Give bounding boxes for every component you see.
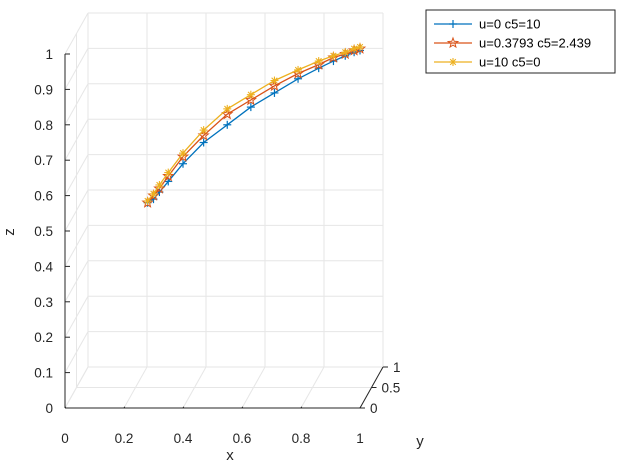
axes [64,53,388,409]
z-tick-label: 0.2 [34,330,53,345]
series-line [147,46,361,202]
data-point-asterisk [356,42,364,51]
data-point-plus [246,103,255,112]
data-point-asterisk [270,76,279,85]
x-tick-mark [182,406,185,409]
tick-labels: 0 0.2 0.4 0.6 0.8 100.5100.10.20.30.40.50.60.… [34,47,400,446]
data-point-plus [199,138,208,147]
data-point-asterisk [449,58,457,66]
data-point-star [446,36,460,49]
legend-label: u=10 c5=0 [479,55,540,70]
x-tick-label: 0.8 [292,431,311,446]
legend-entries: u=0 c5=10 u=0.3793 c5=2.439 u=10 c5=0 [434,17,591,70]
legend-entry: u=0 c5=10 [434,17,540,32]
x-tick-label: 0 [61,431,69,446]
legend-entry: u=10 c5=0 [434,55,540,70]
grid [64,12,384,409]
data-point-asterisk [149,189,158,198]
series-plus [143,46,364,207]
data-point-asterisk [246,90,255,99]
x-axis-label: x [226,447,234,464]
z-tick-label: 0 [45,401,53,416]
data-point-plus [223,120,232,129]
x-tick-label: 0.6 [233,431,252,446]
series-line [147,48,361,204]
z-tick-label: 0.5 [34,224,53,239]
z-tick-label: 0.4 [34,259,53,274]
z-tick-label: 0.1 [34,366,53,381]
series-asterisk [143,42,364,205]
series-line [147,49,361,204]
data-point-asterisk [143,196,152,205]
z-tick-label: 0.8 [34,118,53,133]
data-point-asterisk [314,57,323,66]
legend: u=0 c5=10 u=0.3793 c5=2.439 u=10 c5=0 [425,9,616,74]
data-point-asterisk [179,149,187,158]
x-tick-mark [123,406,126,409]
data-point-asterisk [294,65,303,74]
data-point-asterisk [164,168,173,177]
x-tick-mark [241,406,244,409]
y-tick-label: 0.5 [382,381,401,396]
data-point-asterisk [329,51,338,60]
data-point-star [162,169,175,182]
z-tick-label: 1 [45,47,53,62]
data-point-asterisk [223,104,232,113]
data-point-star [153,182,166,194]
data-point-asterisk [199,126,208,135]
series [141,42,367,208]
x-tick-label: 0.4 [174,431,193,446]
data-point-star [244,93,257,106]
y-tick-label: 1 [393,360,401,375]
legend-label: u=0 c5=10 [479,17,540,32]
data-point-plus [179,159,187,168]
y-tick-label: 0 [370,401,378,416]
legend-entry: u=0.3793 c5=2.439 [434,36,591,51]
z-tick-label: 0.6 [34,189,53,204]
data-point-asterisk [341,48,350,57]
data-point-plus [270,88,279,97]
z-tick-label: 0.3 [34,295,53,310]
x-tick-label: 0.2 [115,431,134,446]
data-point-star [268,79,281,92]
legend-label: u=0.3793 c5=2.439 [479,36,591,51]
z-axis-label: z [1,228,18,236]
x-tick-label: 1 [356,431,364,446]
y-axis-label: y [416,433,424,450]
data-point-star [176,150,190,162]
data-point-asterisk [155,180,164,189]
z-tick-label: 0.7 [34,153,53,168]
data-point-plus [449,20,457,28]
data-point-asterisk [350,44,359,53]
series-pentagram [141,42,367,208]
z-tick-label: 0.9 [34,82,53,97]
x-tick-mark [300,406,303,409]
